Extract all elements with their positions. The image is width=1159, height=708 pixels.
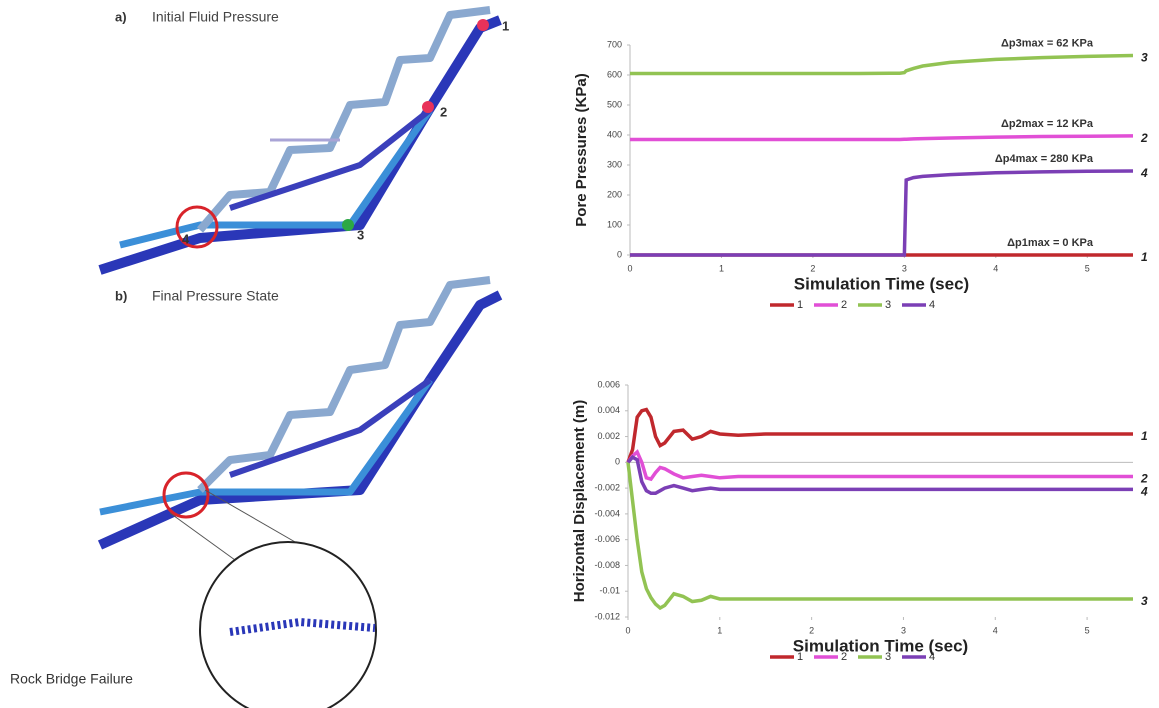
legend-label: 3 — [885, 299, 891, 311]
point-label: 2 — [440, 104, 447, 119]
y-tick-label: 200 — [607, 189, 622, 199]
series-line — [626, 407, 1133, 463]
y-tick-label: 0.006 — [597, 379, 620, 389]
point-label: 4 — [182, 231, 190, 246]
y-tick-label: -0.002 — [594, 482, 620, 492]
series-line — [626, 454, 1133, 496]
legend-label: 3 — [885, 651, 891, 663]
x-tick-label: 3 — [902, 263, 907, 273]
annotation: Δp4max = 280 KPa — [995, 153, 1094, 165]
y-tick-label: 300 — [607, 159, 622, 169]
y-tick-label: 600 — [607, 69, 622, 79]
annotation: Δp3max = 62 KPa — [1001, 37, 1094, 49]
series-end-label: 4 — [1140, 166, 1148, 180]
x-axis-label: Simulation Time (sec) — [794, 274, 969, 293]
y-tick-label: 0 — [615, 457, 620, 467]
y-axis-label: Pore Pressures (KPa) — [573, 73, 590, 226]
series-end-label: 3 — [1141, 51, 1148, 65]
x-tick-label: 5 — [1085, 263, 1090, 273]
x-tick-label: 4 — [993, 263, 998, 273]
series-end-label: 2 — [1140, 472, 1148, 486]
y-tick-label: -0.006 — [594, 534, 620, 544]
point-label: 1 — [502, 18, 509, 33]
y-tick-label: 700 — [607, 39, 622, 49]
x-tick-label: 1 — [719, 263, 724, 273]
x-axis-label: Simulation Time (sec) — [793, 636, 968, 655]
y-tick-label: 0.004 — [597, 405, 620, 415]
series-end-label: 1 — [1141, 429, 1148, 443]
panel-title: Initial Fluid Pressure — [152, 9, 279, 25]
y-tick-label: 0 — [617, 249, 622, 259]
y-tick-label: 400 — [607, 129, 622, 139]
x-tick-label: 1 — [717, 625, 722, 635]
legend-label: 2 — [841, 651, 847, 663]
inset-label: Rock Bridge Failure — [10, 671, 133, 687]
y-axis-label: Horizontal Displacement (m) — [571, 400, 588, 603]
x-tick-label: 2 — [809, 625, 814, 635]
annotation: Δp2max = 12 KPa — [1001, 118, 1094, 130]
x-tick-label: 0 — [625, 625, 630, 635]
legend-label: 1 — [797, 651, 803, 663]
series-line — [626, 449, 1133, 482]
y-tick-label: -0.012 — [594, 611, 620, 621]
series-end-label: 1 — [1141, 250, 1148, 264]
series-end-label: 2 — [1140, 131, 1148, 145]
series-line — [630, 53, 1134, 76]
y-tick-label: -0.01 — [599, 586, 620, 596]
annotation: Δp1max = 0 KPa — [1007, 237, 1094, 249]
x-tick-label: 0 — [627, 263, 632, 273]
point-label: 3 — [357, 227, 364, 242]
legend-label: 2 — [841, 299, 847, 311]
illustration-b — [97, 276, 503, 708]
x-tick-label: 4 — [993, 625, 998, 635]
y-tick-label: 0.002 — [597, 431, 620, 441]
series-line — [630, 134, 1134, 142]
legend-label: 1 — [797, 299, 803, 311]
x-tick-label: 5 — [1085, 625, 1090, 635]
illustration-a — [98, 6, 502, 275]
legend-label: 4 — [929, 651, 935, 663]
y-tick-label: -0.008 — [594, 560, 620, 570]
x-tick-label: 3 — [901, 625, 906, 635]
series-end-label: 3 — [1141, 594, 1148, 608]
series-line — [626, 462, 1133, 611]
x-tick-label: 2 — [810, 263, 815, 273]
series-line — [630, 169, 1134, 257]
y-tick-label: 500 — [607, 99, 622, 109]
y-tick-label: 100 — [607, 219, 622, 229]
series-end-label: 4 — [1140, 485, 1148, 499]
legend-label: 4 — [929, 299, 935, 311]
panel-label: a) — [115, 9, 127, 24]
y-tick-label: -0.004 — [594, 508, 620, 518]
panel-title: Final Pressure State — [152, 288, 279, 304]
panel-label: b) — [115, 288, 127, 303]
